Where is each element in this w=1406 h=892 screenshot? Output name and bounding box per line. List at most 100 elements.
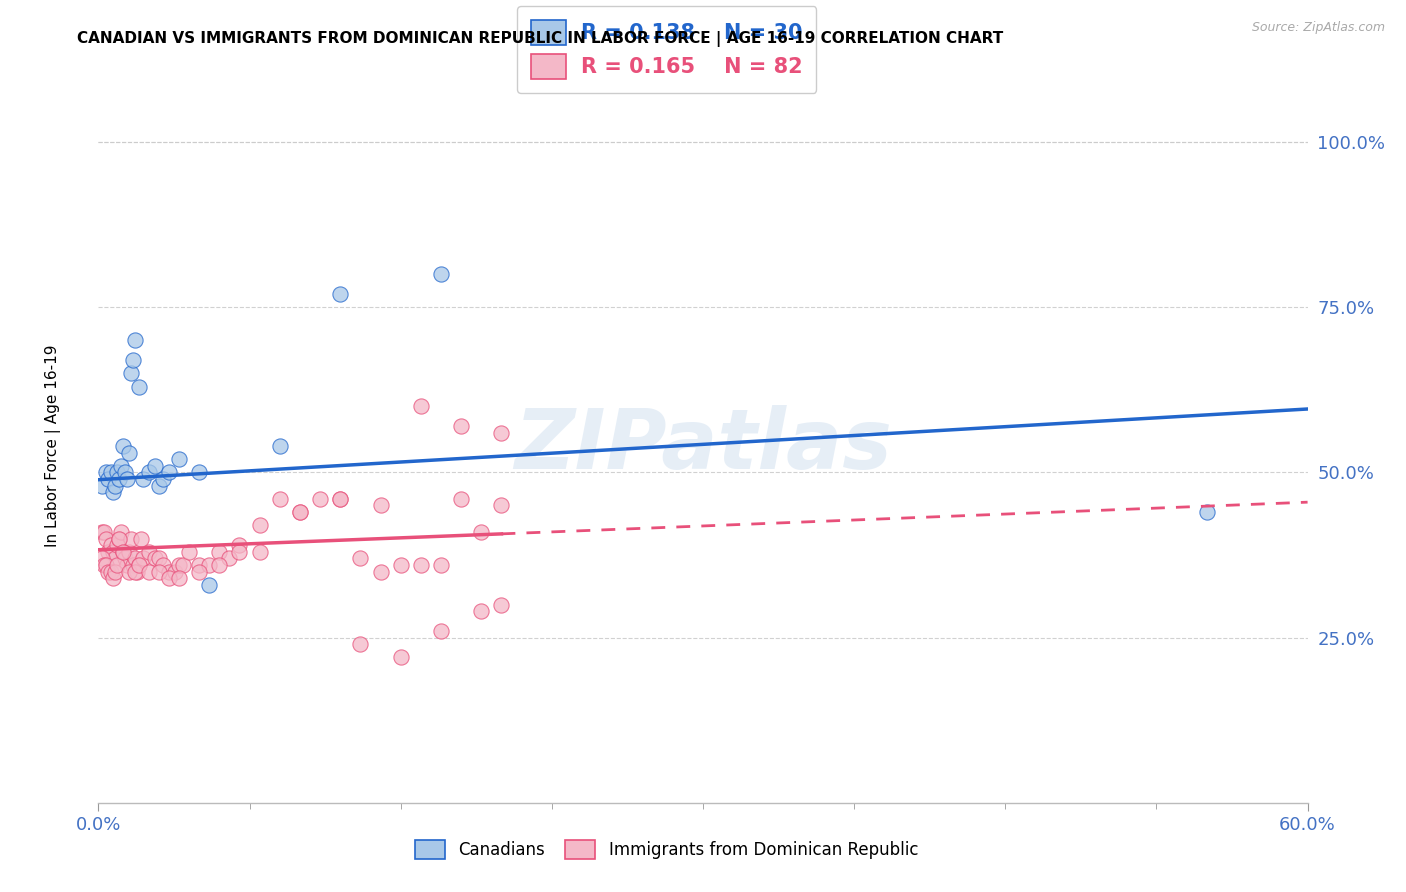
Point [389,558,412,572]
Point [148,478,170,492]
Point [125,565,148,579]
Point [100,538,122,552]
Point [430,558,453,572]
Point [132,472,155,486]
Point [101,485,124,500]
Point [110,458,132,473]
Point [128,558,150,572]
Point [152,472,174,486]
Point [93,524,115,539]
Point [179,545,201,559]
Point [121,558,143,572]
Point [188,565,211,579]
Point [91,478,114,492]
Point [93,558,115,572]
Point [208,558,231,572]
Point [114,551,136,566]
Point [349,551,371,566]
Point [100,466,122,480]
Point [97,565,120,579]
Point [349,637,371,651]
Point [103,551,125,566]
Text: CANADIAN VS IMMIGRANTS FROM DOMINICAN REPUBLIC IN LABOR FORCE | AGE 16-19 CORREL: CANADIAN VS IMMIGRANTS FROM DOMINICAN RE… [77,31,1004,47]
Legend: Canadians, Immigrants from Dominican Republic: Canadians, Immigrants from Dominican Rep… [409,833,925,866]
Point [172,558,194,572]
Point [143,458,166,473]
Point [218,551,240,566]
Point [1195,505,1218,519]
Point [198,578,221,592]
Point [100,565,122,579]
Point [163,565,186,579]
Point [450,419,472,434]
Point [450,491,472,506]
Point [167,571,190,585]
Point [389,650,412,665]
Point [188,466,211,480]
Point [105,538,128,552]
Point [138,565,160,579]
Point [96,558,118,572]
Text: Source: ZipAtlas.com: Source: ZipAtlas.com [1251,21,1385,34]
Point [128,558,150,572]
Point [269,491,291,506]
Point [148,565,170,579]
Point [228,538,250,552]
Point [97,472,120,486]
Point [103,565,125,579]
Point [188,558,211,572]
Point [107,532,129,546]
Point [128,379,150,393]
Point [370,499,392,513]
Point [97,545,120,559]
Point [105,466,128,480]
Point [118,545,141,559]
Point [111,545,134,559]
Point [121,353,143,368]
Point [107,532,129,546]
Text: ZIPatlas: ZIPatlas [515,406,891,486]
Point [132,551,155,566]
Point [288,505,311,519]
Point [491,598,513,612]
Point [96,532,118,546]
Point [91,524,114,539]
Point [249,545,271,559]
Point [167,558,190,572]
Point [115,472,138,486]
Point [111,439,134,453]
Point [105,558,128,572]
Point [138,545,160,559]
Point [124,565,146,579]
Point [430,267,453,281]
Point [491,425,513,440]
Point [143,551,166,566]
Point [409,400,432,414]
Point [118,565,141,579]
Point [157,565,180,579]
Point [491,499,513,513]
Point [101,545,124,559]
Point [138,466,160,480]
Point [91,551,114,566]
Point [329,287,352,301]
Point [111,545,134,559]
Point [430,624,453,638]
Point [249,518,271,533]
Text: In Labor Force | Age 16-19: In Labor Force | Age 16-19 [45,344,62,548]
Point [148,551,170,566]
Point [329,491,352,506]
Point [124,551,146,566]
Point [152,558,174,572]
Point [110,524,132,539]
Point [470,524,492,539]
Point [470,604,492,618]
Point [107,472,129,486]
Point [118,445,141,459]
Point [157,466,180,480]
Point [96,466,118,480]
Point [309,491,332,506]
Point [198,558,221,572]
Point [409,558,432,572]
Point [269,439,291,453]
